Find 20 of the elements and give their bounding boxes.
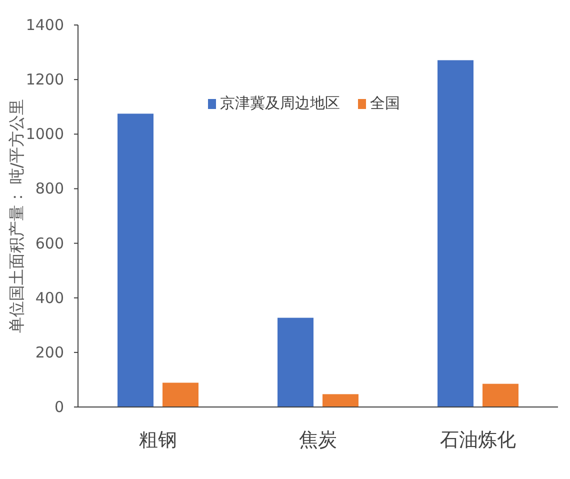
y-tick-label: 600	[35, 234, 64, 252]
legend-label: 全国	[370, 94, 400, 112]
x-tick-label: 焦炭	[299, 429, 337, 451]
y-tick-label: 800	[35, 180, 64, 198]
bar	[162, 382, 198, 407]
bar	[322, 394, 358, 407]
x-tick-label: 石油炼化	[440, 429, 516, 451]
bar	[118, 114, 154, 407]
x-tick-label: 粗钢	[139, 429, 177, 451]
y-tick-label: 1200	[26, 70, 64, 89]
bar	[438, 60, 474, 407]
y-tick-label: 1400	[26, 16, 64, 34]
y-tick-label: 0	[54, 398, 64, 416]
y-tick-label: 200	[35, 343, 64, 362]
y-tick-label: 400	[35, 288, 64, 307]
bar	[278, 318, 314, 407]
legend-label: 京津冀及周边地区	[220, 94, 340, 112]
y-tick-label: 1000	[26, 125, 64, 144]
y-axis-title: 单位国土面积产量： 吨/平方公里	[7, 98, 26, 334]
bar	[482, 384, 518, 407]
